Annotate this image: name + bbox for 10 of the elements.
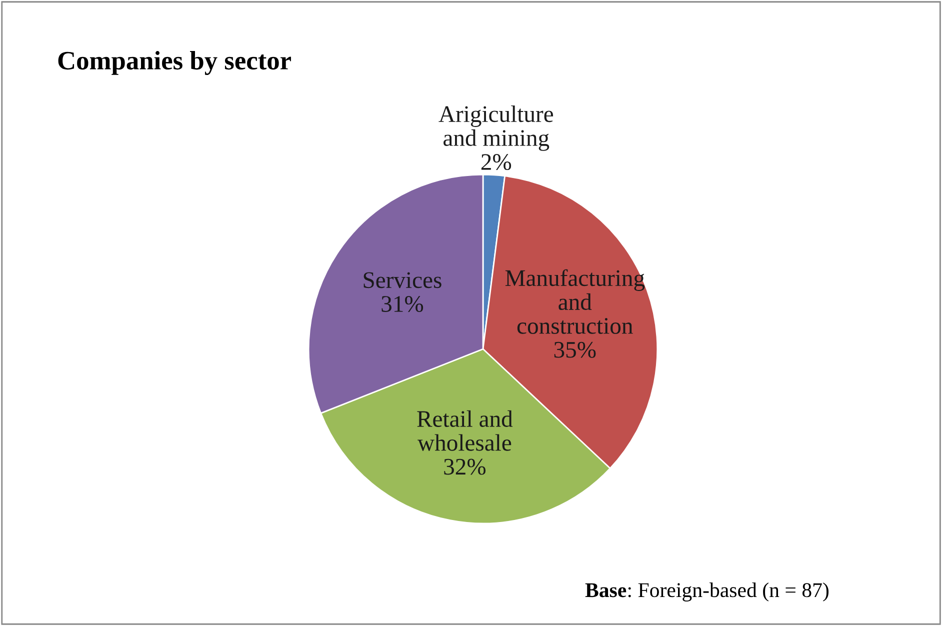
data-label: 35%	[554, 342, 596, 358]
slice-label: Manufacturing and construction	[505, 269, 645, 334]
data-label: 32%	[444, 458, 486, 475]
data-label: 2%	[481, 154, 512, 170]
chart-title: Companies by sector	[58, 50, 291, 76]
slice-label: Arigiculture and mining	[438, 105, 554, 151]
slice-label: Services	[364, 272, 442, 288]
slice-label: Retail and wholesale	[417, 410, 513, 451]
text: Base: Foreign-based (n = 87)	[585, 582, 829, 602]
data-label: 31%	[382, 296, 424, 312]
